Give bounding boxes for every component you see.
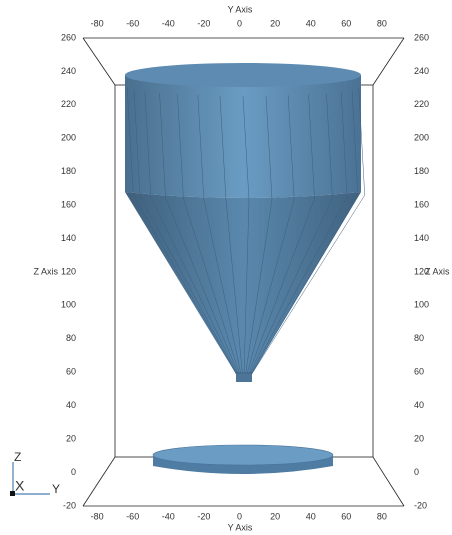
- y-tick-label: 0: [237, 18, 242, 28]
- y-tick-label: 80: [377, 511, 387, 521]
- z-tick-label: 20: [66, 433, 76, 443]
- y-tick-label: -40: [162, 18, 175, 28]
- y-tick-label: 80: [377, 18, 387, 28]
- axis-title: Y Axis: [228, 522, 253, 532]
- z-tick-label: 200: [414, 133, 429, 143]
- z-tick-label: 20: [414, 433, 424, 443]
- z-tick-label: 160: [61, 199, 76, 209]
- z-tick-label: 0: [414, 467, 419, 477]
- y-tick-label: 40: [306, 511, 316, 521]
- x-label: X: [15, 478, 25, 494]
- z-tick-label: 180: [61, 166, 76, 176]
- y-tick-label: -40: [162, 511, 175, 521]
- axis-title: Z Axis: [33, 266, 58, 276]
- y-tick-label: 60: [341, 511, 351, 521]
- z-tick-label: 80: [414, 333, 424, 343]
- y-tick-label: -80: [91, 18, 104, 28]
- orientation-triad: Z X Y: [10, 450, 60, 496]
- y-tick-label: 60: [341, 18, 351, 28]
- y-tick-label: 40: [306, 18, 316, 28]
- z-tick-label: 40: [66, 400, 76, 410]
- z-tick-label: 80: [66, 333, 76, 343]
- axis-title: Z Axis: [425, 266, 450, 276]
- hopper-mesh: [125, 63, 365, 474]
- z-tick-label: 160: [414, 199, 429, 209]
- z-tick-label: 0: [71, 467, 76, 477]
- depth-edge: [373, 38, 404, 85]
- z-tick-label: 240: [61, 66, 76, 76]
- disc-top: [153, 445, 333, 465]
- z-tick-label: 100: [61, 300, 76, 310]
- y-tick-label: 0: [237, 511, 242, 521]
- z-tick-label: 60: [66, 367, 76, 377]
- cylinder: [125, 75, 361, 198]
- z-tick-label: -20: [414, 500, 427, 510]
- z-tick-label: 260: [61, 32, 76, 42]
- cylinder-top: [125, 63, 361, 87]
- z-tick-label: 200: [61, 133, 76, 143]
- y-tick-label: 20: [270, 18, 280, 28]
- y-label: Y: [52, 482, 60, 496]
- depth-edge: [373, 457, 404, 506]
- render-view: Z X Y Y Axis Y Axis -80 -60 -40 -20 0 20 40 60 8…: [0, 0, 452, 535]
- cone: [125, 192, 361, 374]
- z-tick-label: 140: [61, 233, 76, 243]
- z-tick-label: 100: [414, 300, 429, 310]
- z-tick-label: 60: [414, 367, 424, 377]
- z-tick-label: 220: [61, 99, 76, 109]
- z-tick-label: -20: [63, 500, 76, 510]
- z-tick-label: 140: [414, 233, 429, 243]
- z-tick-label: 40: [414, 400, 424, 410]
- z-tick-label: 260: [414, 32, 429, 42]
- z-label: Z: [14, 450, 21, 464]
- y-tick-label: 20: [270, 511, 280, 521]
- z-tick-label: 240: [414, 66, 429, 76]
- depth-edge: [83, 457, 115, 506]
- depth-edge: [83, 38, 115, 85]
- z-tick-label: 180: [414, 166, 429, 176]
- y-tick-label: -80: [91, 511, 104, 521]
- axis-title: Y Axis: [228, 4, 253, 14]
- y-tick-label: -20: [197, 18, 210, 28]
- z-tick-label: 120: [61, 266, 76, 276]
- y-tick-label: -60: [126, 18, 139, 28]
- z-tick-label: 220: [414, 99, 429, 109]
- y-tick-label: -60: [126, 511, 139, 521]
- y-tick-label: -20: [197, 511, 210, 521]
